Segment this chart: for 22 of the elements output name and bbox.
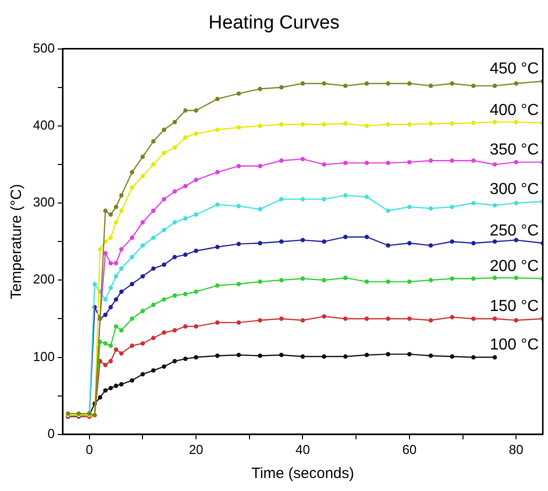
y-tick-label: 200 xyxy=(32,272,55,287)
series-label: 150 °C xyxy=(490,298,539,316)
y-tick-label: 100 xyxy=(32,348,55,364)
y-axis-title: Temperature (°C) xyxy=(8,184,26,300)
x-tick-label: 40 xyxy=(296,442,310,457)
series-label: 300 °C xyxy=(490,180,539,198)
series-label: 400 °C xyxy=(490,102,539,120)
x-tick-label: 0 xyxy=(86,442,93,457)
x-axis-title: Time (seconds) xyxy=(251,465,354,482)
chart-title: Heating Curves xyxy=(208,12,340,34)
y-tick-label: 500 xyxy=(32,40,55,56)
series-label: 350 °C xyxy=(490,142,539,159)
x-tick-label: 20 xyxy=(188,442,204,457)
series-label: 450 °C xyxy=(490,60,539,78)
x-tick-label: 60 xyxy=(402,442,417,457)
series-label: 200 °C xyxy=(490,258,539,276)
y-tick-label: 400 xyxy=(32,118,55,132)
y-tick-label: 300 xyxy=(32,194,55,210)
x-tick-label: 80 xyxy=(508,442,524,457)
series-label: 250 °C xyxy=(490,222,539,240)
y-tick-label: 0 xyxy=(47,426,55,441)
series-label: 100 °C xyxy=(490,336,539,354)
